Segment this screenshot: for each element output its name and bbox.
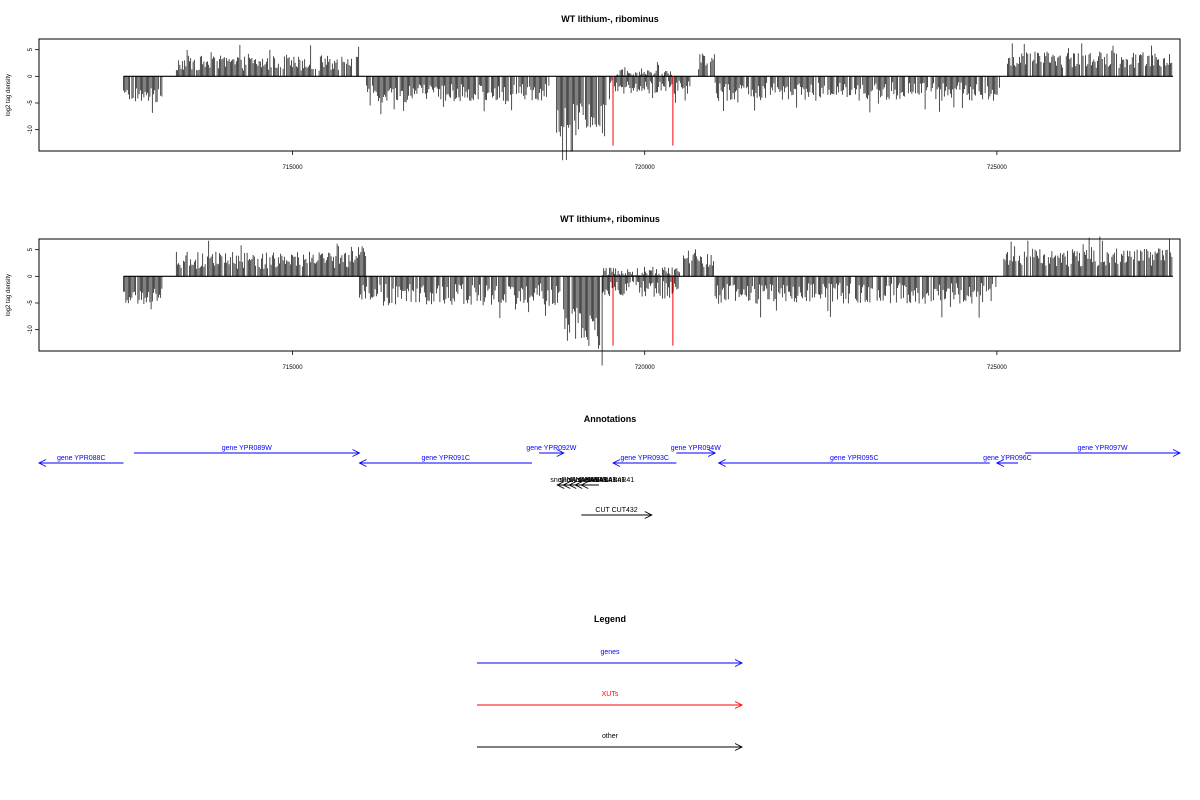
annotation-label: gene YPR095C (830, 455, 879, 462)
snorna-label: snoRNA snR41 (559, 477, 607, 484)
arrow-head (37, 459, 47, 467)
track-panel-lithium-minus: WT lithium-, ribominus log2 tag density … (6, 14, 1181, 171)
density-bar-group (123, 276, 163, 310)
legend-label: genes (600, 649, 620, 656)
x-tick-label: 715000 (283, 365, 304, 371)
arrow-head (358, 459, 367, 467)
y-tick-label: -5 (28, 300, 34, 306)
arrow-head (352, 449, 361, 457)
density-bar-group (366, 76, 550, 115)
snorna-label: snoRNA snR41 (568, 477, 616, 484)
annotation-label: gene YPR088C (57, 455, 106, 462)
tag-density-bars (123, 43, 1173, 161)
density-bar-group (348, 246, 367, 277)
density-bar-group (123, 76, 163, 113)
x-tick-label: 725000 (987, 365, 1008, 371)
annotation-label: gene YPR093C (620, 455, 669, 462)
arrow-head (1172, 449, 1182, 457)
arrow-head (612, 459, 621, 467)
arrow-head (734, 743, 744, 751)
density-bar-group (698, 53, 715, 77)
track-panel-lithium-plus: WT lithium+, ribominus log2 tag density … (6, 214, 1181, 371)
density-bar-group (609, 76, 691, 103)
y-tick-label: 5 (28, 47, 34, 51)
snorna-label: snoRNA snR41 (586, 477, 634, 484)
legend-title: Legend (594, 614, 626, 624)
x-tick-label: 725000 (987, 165, 1008, 171)
legend-entries: genes XUTs other (477, 649, 744, 751)
x-axis: 715000 720000 725000 (283, 351, 1008, 371)
plot-frame (38, 38, 1181, 152)
y-axis-label: log2 tag density (6, 74, 12, 116)
arrow-head (707, 449, 717, 457)
track-title: WT lithium+, ribominus (560, 214, 660, 224)
xut-markers (612, 76, 674, 146)
density-bar-group (175, 45, 360, 77)
y-axis: 5 0 -5 -10 (28, 247, 39, 334)
y-tick-label: -10 (28, 125, 34, 134)
density-bar-group (714, 276, 997, 318)
y-tick-label: 5 (28, 247, 34, 251)
x-tick-label: 720000 (635, 165, 656, 171)
annotation-label: gene YPR089W (222, 445, 272, 452)
density-bar-group (556, 76, 607, 161)
x-axis: 715000 720000 725000 (283, 151, 1008, 171)
arrow-head (734, 701, 744, 709)
snorna-label: snoRNA snR41 (550, 477, 598, 484)
density-bar-group (602, 276, 679, 299)
arrow-head (556, 481, 565, 489)
tag-density-bars (123, 236, 1173, 366)
annotation-label: CUT CUT432 (595, 507, 637, 514)
density-bar-group (1007, 43, 1173, 77)
arrow-head (556, 449, 565, 457)
x-tick-label: 715000 (283, 165, 304, 171)
annotation-label: gene YPR094W (671, 445, 721, 452)
density-bar-group (359, 276, 561, 319)
legend-label: XUTs (602, 691, 619, 698)
y-tick-label: -10 (28, 325, 34, 334)
legend-label: other (602, 733, 619, 740)
y-tick-label: 0 (28, 74, 34, 78)
annotation-label: gene YPR091C (421, 455, 470, 462)
y-tick-label: -5 (28, 100, 34, 106)
annotations-title: Annotations (584, 414, 637, 424)
density-bar-group (175, 240, 349, 277)
annotation-label: gene YPR096C (983, 455, 1032, 462)
y-axis-label: log2 tag density (6, 274, 12, 316)
annotation-label: gene YPR092W (526, 445, 576, 452)
density-bar-group (616, 62, 673, 77)
arrow-head (995, 459, 1005, 467)
density-bar-group (563, 276, 603, 366)
annotation-label: gene YPR097W (1077, 445, 1127, 452)
density-bar-group (1003, 236, 1173, 277)
annotation-features: gene YPR088C gene YPR089W gene YPR091C gene… (37, 445, 1182, 519)
arrow-head (644, 511, 653, 519)
snorna-label: snoRNA snR41 (577, 477, 625, 484)
track-title: WT lithium-, ribominus (561, 14, 659, 24)
plot-frame (38, 238, 1181, 352)
legend: Legend genes XUTs other (477, 614, 744, 751)
x-tick-label: 720000 (635, 365, 656, 371)
density-bar-group (683, 249, 714, 277)
arrow-head (717, 459, 726, 467)
xut-markers (612, 276, 674, 346)
density-bar-group (714, 76, 1000, 113)
arrow-head (734, 659, 744, 667)
y-tick-label: 0 (28, 274, 34, 278)
density-bar-group (602, 266, 680, 277)
y-axis: 5 0 -5 -10 (28, 47, 39, 134)
